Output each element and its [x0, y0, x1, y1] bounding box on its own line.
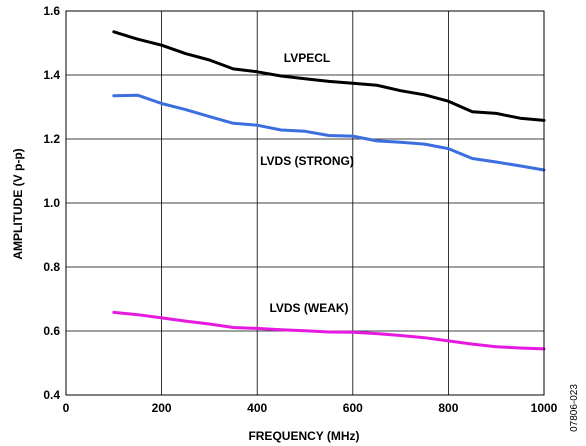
x-tick-label: 800	[438, 401, 458, 415]
y-tick-label: 0.4	[43, 388, 60, 402]
series-lines	[112, 30, 546, 351]
x-tick-label: 600	[343, 401, 363, 415]
y-tick-label: 1.0	[43, 196, 60, 210]
x-tick-label: 200	[152, 401, 172, 415]
series-line-lvds-strong	[112, 93, 546, 172]
y-axis-title: AMPLITUDE (V p-p)	[11, 148, 25, 259]
x-tick-label: 400	[247, 401, 267, 415]
series-line-lvds-weak	[112, 310, 546, 351]
x-tick-label: 0	[63, 401, 70, 415]
y-tick-label: 0.8	[43, 260, 60, 274]
y-tick-label: 1.4	[43, 68, 60, 82]
series-label-lvds-strong: LVDS (STRONG)	[260, 154, 354, 168]
y-tick-label: 0.6	[43, 324, 60, 338]
tick-labels: 0 200 400 600 800 1000 0.4 0.6 0.8 1.0 1.2 1.4 1.6	[43, 4, 557, 415]
y-tick-label: 1.2	[43, 132, 60, 146]
series-line-lvpecl	[112, 30, 546, 122]
x-tick-label: 1000	[531, 401, 558, 415]
series-label-lvds-weak: LVDS (WEAK)	[269, 301, 348, 315]
y-tick-label: 1.6	[43, 4, 60, 18]
x-axis-title: FREQUENCY (MHz)	[248, 429, 359, 443]
plot-area-frame	[65, 10, 545, 396]
series-label-lvpecl: LVPECL	[284, 51, 330, 65]
figure-id-label: 07806-023	[569, 384, 580, 432]
grid-lines	[66, 11, 544, 395]
